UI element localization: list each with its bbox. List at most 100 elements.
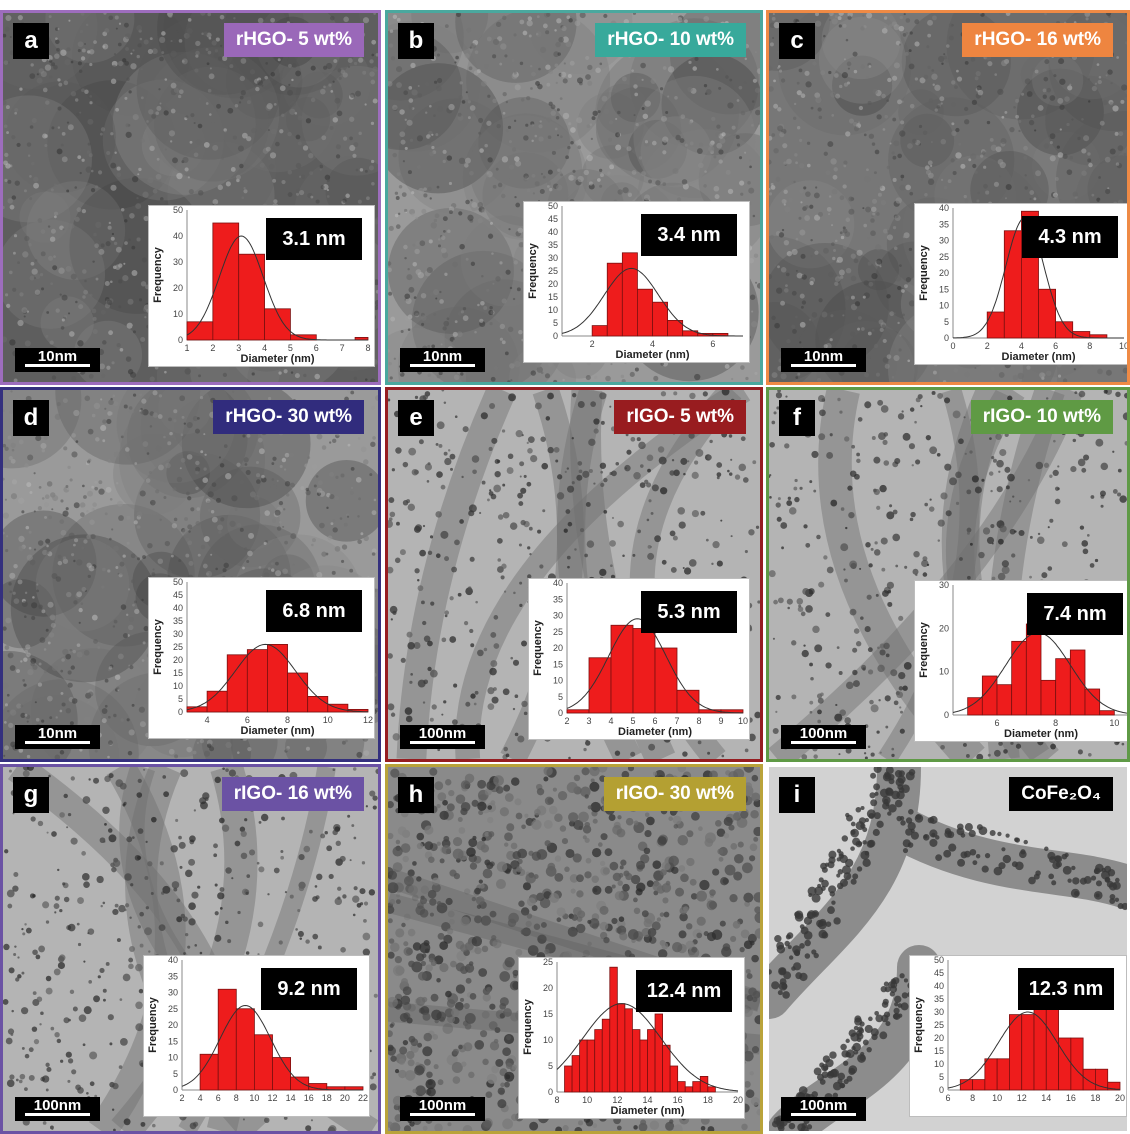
gaussian-fit-curve xyxy=(181,1004,363,1091)
size-distribution-inset: 0 5 10 15 20 25 30 35 40 2 3 4 5 6 7 8 9 10 Diameter (nm) F… xyxy=(528,578,750,740)
histogram-bar xyxy=(662,1044,671,1093)
y-tick-label: 25 xyxy=(168,1004,178,1014)
scale-bar-line xyxy=(410,364,475,367)
sample-label: rIGO- 16 wt% xyxy=(221,777,364,811)
histogram-plot: 0 10 20 30 6 8 10 Diameter (nm) Frequency xyxy=(918,581,1127,740)
histogram-bar xyxy=(186,321,214,341)
y-tick-label: 30 xyxy=(168,988,178,998)
scale-bar-line xyxy=(791,364,856,367)
x-axis-label: Diameter (nm) xyxy=(611,1105,685,1117)
y-tick-label: 10 xyxy=(553,676,563,686)
x-tick-label: 4 xyxy=(262,343,267,353)
y-tick-label: 30 xyxy=(173,257,183,267)
x-tick-label: 20 xyxy=(1115,1093,1125,1103)
histogram-bar xyxy=(564,1065,573,1093)
panel-letter: f xyxy=(779,400,815,436)
tem-panel-d: d rHGO- 30 wt% 10nm 0 5 10 15 20 25 30 35 40 45 50 4 6 8… xyxy=(0,387,381,762)
x-tick-label: 4 xyxy=(650,339,655,349)
scale-bar-line xyxy=(25,364,90,367)
y-tick-label: 10 xyxy=(173,681,183,691)
x-tick-label: 6 xyxy=(652,716,657,726)
histogram-bar xyxy=(654,647,678,714)
histogram-bar xyxy=(290,334,317,341)
x-axis-label: Diameter (nm) xyxy=(1004,728,1078,740)
histogram-bar xyxy=(1033,1009,1047,1091)
x-tick-label: 5 xyxy=(630,716,635,726)
mean-size-label: 9.2 nm xyxy=(261,968,357,1010)
y-axis-label: Frequency xyxy=(152,246,164,303)
y-tick-label: 5 xyxy=(558,692,563,702)
y-tick-label: 20 xyxy=(543,983,553,993)
sample-label: rIGO- 30 wt% xyxy=(603,777,746,811)
scale-bar-label: 10nm xyxy=(803,348,844,365)
histogram-bar xyxy=(566,709,590,714)
histogram-bar xyxy=(610,624,634,714)
y-tick-label: 30 xyxy=(548,253,558,263)
x-tick-label: 8 xyxy=(554,1095,559,1105)
histogram-bar xyxy=(621,252,638,337)
histogram-bar xyxy=(601,1018,611,1093)
histogram-bar xyxy=(637,288,653,337)
y-tick-label: 20 xyxy=(173,283,183,293)
x-axis-label: Diameter (nm) xyxy=(1002,351,1076,363)
histogram-bar xyxy=(1038,288,1057,339)
y-tick-label: 20 xyxy=(168,1020,178,1030)
x-tick-label: 6 xyxy=(314,343,319,353)
scale-bar-label: 100nm xyxy=(418,1097,467,1114)
size-distribution-inset: 0 5 10 15 20 25 30 35 40 2 4 6 8 10 12 14 16 18 20 22 Freque… xyxy=(143,955,370,1117)
histogram-bar xyxy=(996,684,1013,716)
y-tick-label: 25 xyxy=(543,958,553,967)
tem-panel-a: a rHGO- 5 wt% 10nm 0 10 20 30 40 50 1 2 3 4 5 6 7 8 Diame… xyxy=(0,10,381,385)
x-tick-label: 8 xyxy=(696,716,701,726)
histogram-bar xyxy=(996,1058,1010,1091)
y-tick-label: 25 xyxy=(553,627,563,637)
y-tick-label: 40 xyxy=(168,956,178,965)
tem-panel-f: f rIGO- 10 wt% 100nm 0 10 20 30 6 8 10 Diameter (n… xyxy=(766,387,1130,762)
y-tick-label: 30 xyxy=(939,236,949,246)
y-tick-label: 15 xyxy=(553,659,563,669)
y-tick-label: 45 xyxy=(934,968,944,978)
y-tick-label: 5 xyxy=(944,317,949,327)
y-tick-label: 0 xyxy=(939,1085,944,1095)
histogram-bar xyxy=(1082,1068,1096,1091)
histogram-bar xyxy=(1055,658,1071,716)
y-axis-label: Frequency xyxy=(913,996,925,1053)
y-tick-label: 35 xyxy=(173,616,183,626)
y-tick-label: 0 xyxy=(173,1085,178,1095)
y-tick-label: 0 xyxy=(553,331,558,341)
y-tick-label: 0 xyxy=(944,710,949,720)
y-tick-label: 20 xyxy=(939,623,949,633)
y-axis-label: Frequency xyxy=(918,244,930,301)
histogram-bar xyxy=(235,1008,255,1091)
x-tick-label: 20 xyxy=(733,1095,743,1105)
panel-letter: d xyxy=(13,400,49,436)
x-tick-label: 16 xyxy=(304,1093,314,1103)
y-tick-label: 25 xyxy=(548,266,558,276)
histogram-chart: 0 5 10 15 20 25 30 35 40 45 50 4 6 8 10 12 Diameter (nm)… xyxy=(152,578,373,737)
y-tick-label: 50 xyxy=(548,202,558,211)
x-tick-label: 14 xyxy=(642,1095,652,1105)
sample-label: rIGO- 10 wt% xyxy=(970,400,1113,434)
y-tick-label: 10 xyxy=(939,301,949,311)
x-tick-label: 16 xyxy=(1066,1093,1076,1103)
y-tick-label: 5 xyxy=(173,1069,178,1079)
panel-letter: b xyxy=(398,23,434,59)
x-tick-label: 8 xyxy=(970,1093,975,1103)
y-tick-label: 0 xyxy=(178,707,183,717)
tem-panel-g: g rIGO- 16 wt% 100nm 0 5 10 15 20 25 30 35 40 2 4 6 8 10… xyxy=(0,764,381,1134)
y-tick-label: 15 xyxy=(168,1036,178,1046)
histogram-bar xyxy=(579,1039,588,1093)
x-tick-label: 5 xyxy=(288,343,293,353)
scale-bar-label: 100nm xyxy=(418,725,467,742)
y-tick-label: 35 xyxy=(934,994,944,1004)
histogram-bar xyxy=(667,320,684,337)
x-tick-label: 6 xyxy=(945,1093,950,1103)
y-tick-label: 15 xyxy=(543,1009,553,1019)
x-tick-label: 10 xyxy=(249,1093,259,1103)
x-tick-label: 7 xyxy=(674,716,679,726)
histogram-bar xyxy=(290,1076,310,1091)
histogram-bar xyxy=(591,325,608,337)
histogram-bar xyxy=(647,1029,656,1093)
y-tick-label: 5 xyxy=(553,318,558,328)
